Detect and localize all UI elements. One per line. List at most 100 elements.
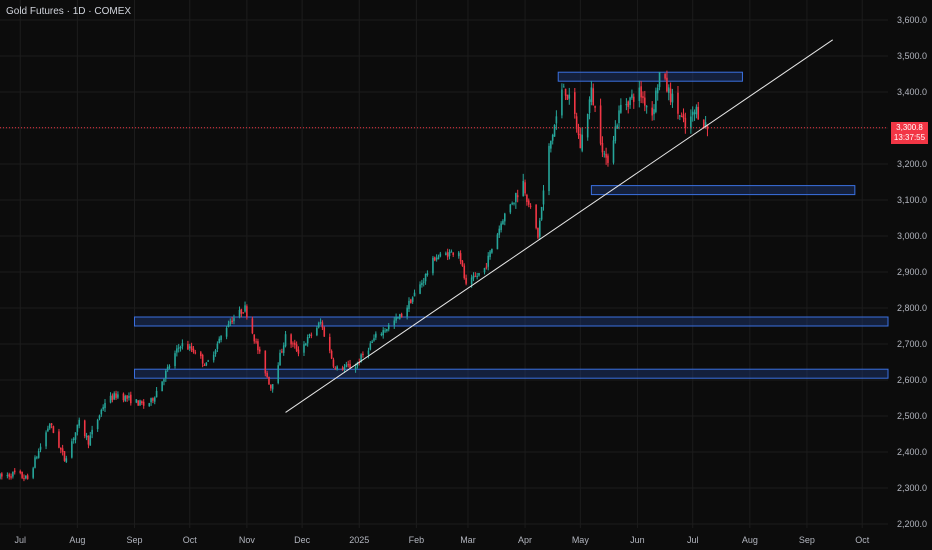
candle-up	[39, 446, 42, 450]
price-axis[interactable]: 2,200.0 2,300.0 2,400.0 2,500.0 2,600.0 2,700…	[897, 15, 927, 529]
candle-up	[277, 365, 279, 384]
candle-down	[115, 393, 117, 398]
candle-up	[150, 398, 152, 403]
candle-down	[669, 88, 672, 102]
x-tick-label: Jun	[630, 535, 645, 545]
candle-up	[693, 112, 696, 114]
candle-up	[229, 321, 232, 324]
candle-down	[242, 312, 244, 314]
candle-up	[625, 103, 628, 106]
candle-up	[393, 320, 396, 326]
candle-down	[253, 334, 256, 342]
x-tick-label: Feb	[409, 535, 425, 545]
candle-up	[656, 87, 659, 94]
x-tick-label: Sep	[799, 535, 815, 545]
candle-down	[599, 105, 602, 144]
candle-up	[437, 256, 440, 260]
zone-3125	[590, 185, 856, 196]
candle-up	[212, 354, 215, 361]
candle-down	[63, 451, 66, 461]
candle-down	[682, 114, 685, 119]
candle-up	[522, 180, 525, 197]
candle-up	[85, 435, 88, 438]
candle-up	[135, 399, 138, 403]
candle-up	[375, 333, 377, 338]
candle-up	[515, 192, 517, 202]
candle-down	[640, 86, 642, 98]
candle-down	[677, 92, 679, 114]
candle-up	[588, 99, 591, 113]
candle-up	[550, 140, 552, 149]
candle-up	[32, 468, 34, 478]
candle-up	[450, 251, 453, 253]
candle-up	[188, 346, 191, 349]
candle-down	[461, 260, 464, 266]
candle-down	[452, 252, 455, 256]
support-resistance-zones	[133, 71, 889, 379]
x-tick-label: Jul	[687, 535, 699, 545]
candle-down	[61, 448, 64, 452]
candle-down	[258, 349, 261, 352]
y-tick-label: 3,200.0	[897, 159, 927, 169]
candle-up	[91, 429, 93, 435]
candle-up	[161, 381, 163, 392]
candle-down	[122, 393, 125, 401]
candle-down	[627, 101, 630, 107]
candle-down	[592, 88, 595, 106]
candle-up	[509, 204, 512, 213]
candle-up	[306, 336, 309, 344]
candle-down	[341, 367, 344, 371]
candle-up	[48, 424, 51, 429]
candle-down	[52, 426, 55, 433]
candle-down	[297, 349, 300, 354]
chart-title: Gold Futures · 1D · COMEX	[6, 6, 132, 17]
trendline	[285, 39, 834, 413]
candle-down	[524, 182, 526, 194]
y-tick-label: 3,000.0	[897, 231, 927, 241]
x-tick-label: Dec	[294, 535, 311, 545]
candle-up	[539, 220, 541, 237]
candle-up	[244, 305, 246, 312]
candle-up	[373, 338, 375, 341]
candle-up	[502, 220, 504, 225]
candle-up	[354, 366, 357, 370]
candle-down	[632, 96, 635, 102]
candle-down	[465, 277, 467, 284]
candle-down	[574, 92, 576, 114]
candle-up	[220, 335, 222, 341]
candle-up	[76, 424, 79, 432]
candle-up	[658, 72, 661, 88]
candle-up	[679, 115, 681, 117]
candle-down	[50, 423, 53, 425]
candle-down	[126, 395, 128, 399]
y-tick-label: 3,500.0	[897, 51, 927, 61]
candle-up	[47, 428, 49, 432]
candle-up	[98, 415, 101, 419]
candle-up	[690, 116, 692, 129]
candle-down	[87, 435, 90, 445]
candle-up	[165, 370, 167, 379]
candle-down	[702, 119, 705, 128]
candle-up	[163, 379, 165, 382]
candle-down	[26, 475, 29, 479]
candle-down	[323, 327, 326, 337]
grid-lines	[0, 0, 888, 528]
x-tick-label: Oct	[183, 535, 198, 545]
x-tick-label: May	[572, 535, 590, 545]
candle-up	[36, 457, 38, 459]
candle-up	[470, 277, 473, 285]
candle-up	[424, 274, 427, 282]
candle-down	[141, 401, 143, 404]
candle-down	[537, 228, 539, 238]
candle-up	[109, 395, 112, 403]
candle-up	[216, 343, 219, 349]
candle-up	[667, 87, 670, 93]
candle-down	[328, 337, 331, 351]
candle-up	[655, 90, 657, 112]
time-axis[interactable]: Jul Aug Sep Oct Nov Dec 2025 Feb Mar Apr May Jun Jul…	[15, 535, 870, 545]
candle-up	[380, 334, 383, 336]
candle-down	[152, 398, 154, 401]
candle-down	[201, 354, 204, 364]
candle-up	[487, 255, 490, 267]
